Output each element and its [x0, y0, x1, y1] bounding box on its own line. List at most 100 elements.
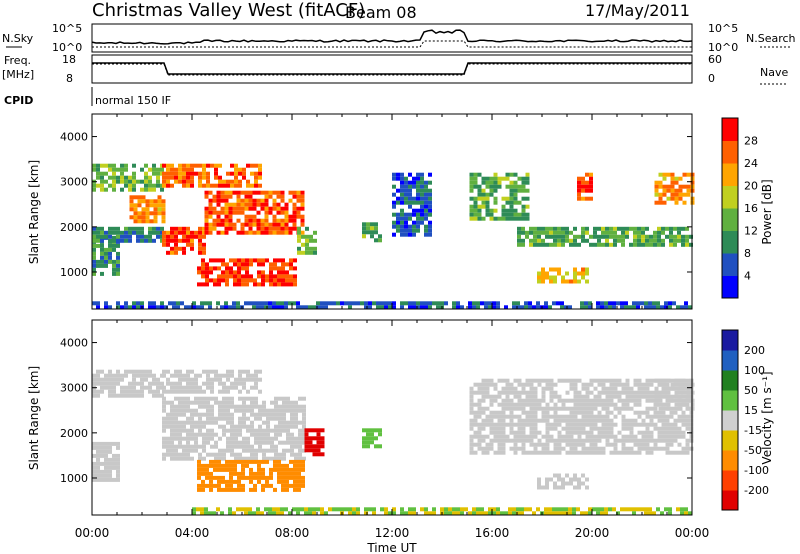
- heatmap-cell: [665, 426, 670, 431]
- heatmap-cell: [521, 390, 526, 395]
- heatmap-cell: [674, 200, 679, 205]
- heatmap-cell: [276, 218, 281, 223]
- heatmap-cell: [521, 208, 526, 213]
- heatmap-cell: [293, 471, 297, 476]
- heatmap-cell: [182, 171, 186, 176]
- heatmap-cell: [174, 175, 178, 180]
- heatmap-cell: [481, 418, 486, 423]
- heatmap-cell: [250, 452, 254, 457]
- heatmap-cell: [170, 163, 174, 168]
- colorbar-segment: [722, 410, 738, 431]
- heatmap-cell: [633, 422, 638, 427]
- heatmap-cell: [662, 382, 667, 387]
- heatmap-cell: [549, 279, 553, 284]
- heatmap-cell: [240, 198, 245, 203]
- heatmap-cell: [549, 226, 553, 231]
- heatmap-cell: [198, 412, 202, 417]
- heatmap-cell: [517, 390, 522, 395]
- heatmap-cell: [557, 394, 562, 399]
- heatmap-cell: [170, 234, 174, 239]
- heatmap-cell: [577, 271, 581, 276]
- heatmap-cell: [604, 511, 608, 516]
- heatmap-cell: [485, 414, 490, 419]
- heatmap-cell: [400, 224, 404, 229]
- heatmap-cell: [525, 188, 530, 193]
- heatmap-cell: [238, 416, 242, 421]
- heatmap-cell: [304, 436, 309, 441]
- heatmap-cell: [497, 378, 502, 383]
- heatmap-cell: [596, 507, 600, 512]
- heatmap-cell: [654, 184, 659, 189]
- heatmap-cell: [444, 301, 448, 306]
- heatmap-cell: [289, 282, 293, 287]
- heatmap-cell: [218, 408, 222, 413]
- heatmap-cell: [686, 406, 691, 411]
- heatmap-cell: [366, 436, 370, 441]
- heatmap-cell: [266, 456, 270, 461]
- heatmap-cell: [209, 258, 213, 263]
- heatmap-cell: [278, 412, 282, 417]
- heatmap-cell: [204, 507, 208, 512]
- heatmap-cell: [400, 220, 404, 225]
- heatmap-cell: [525, 204, 530, 209]
- heatmap-cell: [609, 390, 614, 395]
- heatmap-cell: [545, 442, 550, 447]
- heatmap-cell: [244, 218, 249, 223]
- heatmap-cell: [264, 214, 269, 219]
- heatmap-cell: [100, 263, 104, 268]
- heatmap-cell: [254, 448, 258, 453]
- heatmap-cell: [669, 438, 674, 443]
- heatmap-cell: [234, 436, 238, 441]
- heatmap-cell: [633, 382, 638, 387]
- heatmap-cell: [396, 228, 400, 233]
- heatmap-cell: [621, 386, 626, 391]
- heatmap-cell: [132, 226, 136, 231]
- heatmap-cell: [553, 422, 558, 427]
- heatmap-cell: [290, 440, 294, 445]
- heatmap-cell: [132, 369, 136, 374]
- heatmap-cell: [408, 200, 412, 205]
- heatmap-cell: [641, 234, 645, 239]
- heatmap-cell: [301, 479, 305, 484]
- colorbar-tick-label: 28: [744, 135, 758, 148]
- heatmap-cell: [140, 301, 144, 306]
- heatmap-cell: [641, 390, 646, 395]
- heatmap-cell: [392, 232, 396, 237]
- heatmap-cell: [92, 163, 96, 168]
- heatmap-cell: [509, 410, 514, 415]
- heatmap-cell: [533, 418, 538, 423]
- heatmap-cell: [202, 230, 206, 235]
- heatmap-cell: [653, 446, 658, 451]
- heatmap-cell: [210, 428, 214, 433]
- heatmap-cell: [148, 187, 152, 192]
- heatmap-cell: [141, 195, 146, 200]
- heatmap-cell: [229, 483, 233, 488]
- heatmap-cell: [553, 410, 558, 415]
- heatmap-cell: [525, 450, 530, 455]
- heatmap-cell: [273, 487, 277, 492]
- heatmap-cell: [489, 188, 494, 193]
- heatmap-cell: [481, 394, 486, 399]
- heatmap-cell: [585, 226, 589, 231]
- heatmap-cell: [348, 511, 352, 516]
- heatmap-cell: [289, 459, 293, 464]
- heatmap-cell: [210, 420, 214, 425]
- heatmap-cell: [424, 184, 428, 189]
- heatmap-cell: [276, 226, 281, 231]
- heatmap-cell: [681, 422, 686, 427]
- heatmap-cell: [120, 385, 124, 390]
- heatmap-cell: [170, 420, 174, 425]
- heatmap-cell: [112, 230, 116, 235]
- heatmap-cell: [669, 414, 674, 419]
- heatmap-cell: [230, 400, 234, 405]
- heatmap-cell: [609, 402, 614, 407]
- heatmap-cell: [226, 171, 230, 176]
- heatmap-cell: [469, 196, 474, 201]
- heatmap-cell: [238, 396, 242, 401]
- heatmap-cell: [516, 507, 520, 512]
- heatmap-cell: [133, 215, 138, 220]
- heatmap-cell: [656, 507, 660, 512]
- heatmap-cell: [665, 422, 670, 427]
- heatmap-cell: [666, 172, 671, 177]
- heatmap-cell: [513, 422, 518, 427]
